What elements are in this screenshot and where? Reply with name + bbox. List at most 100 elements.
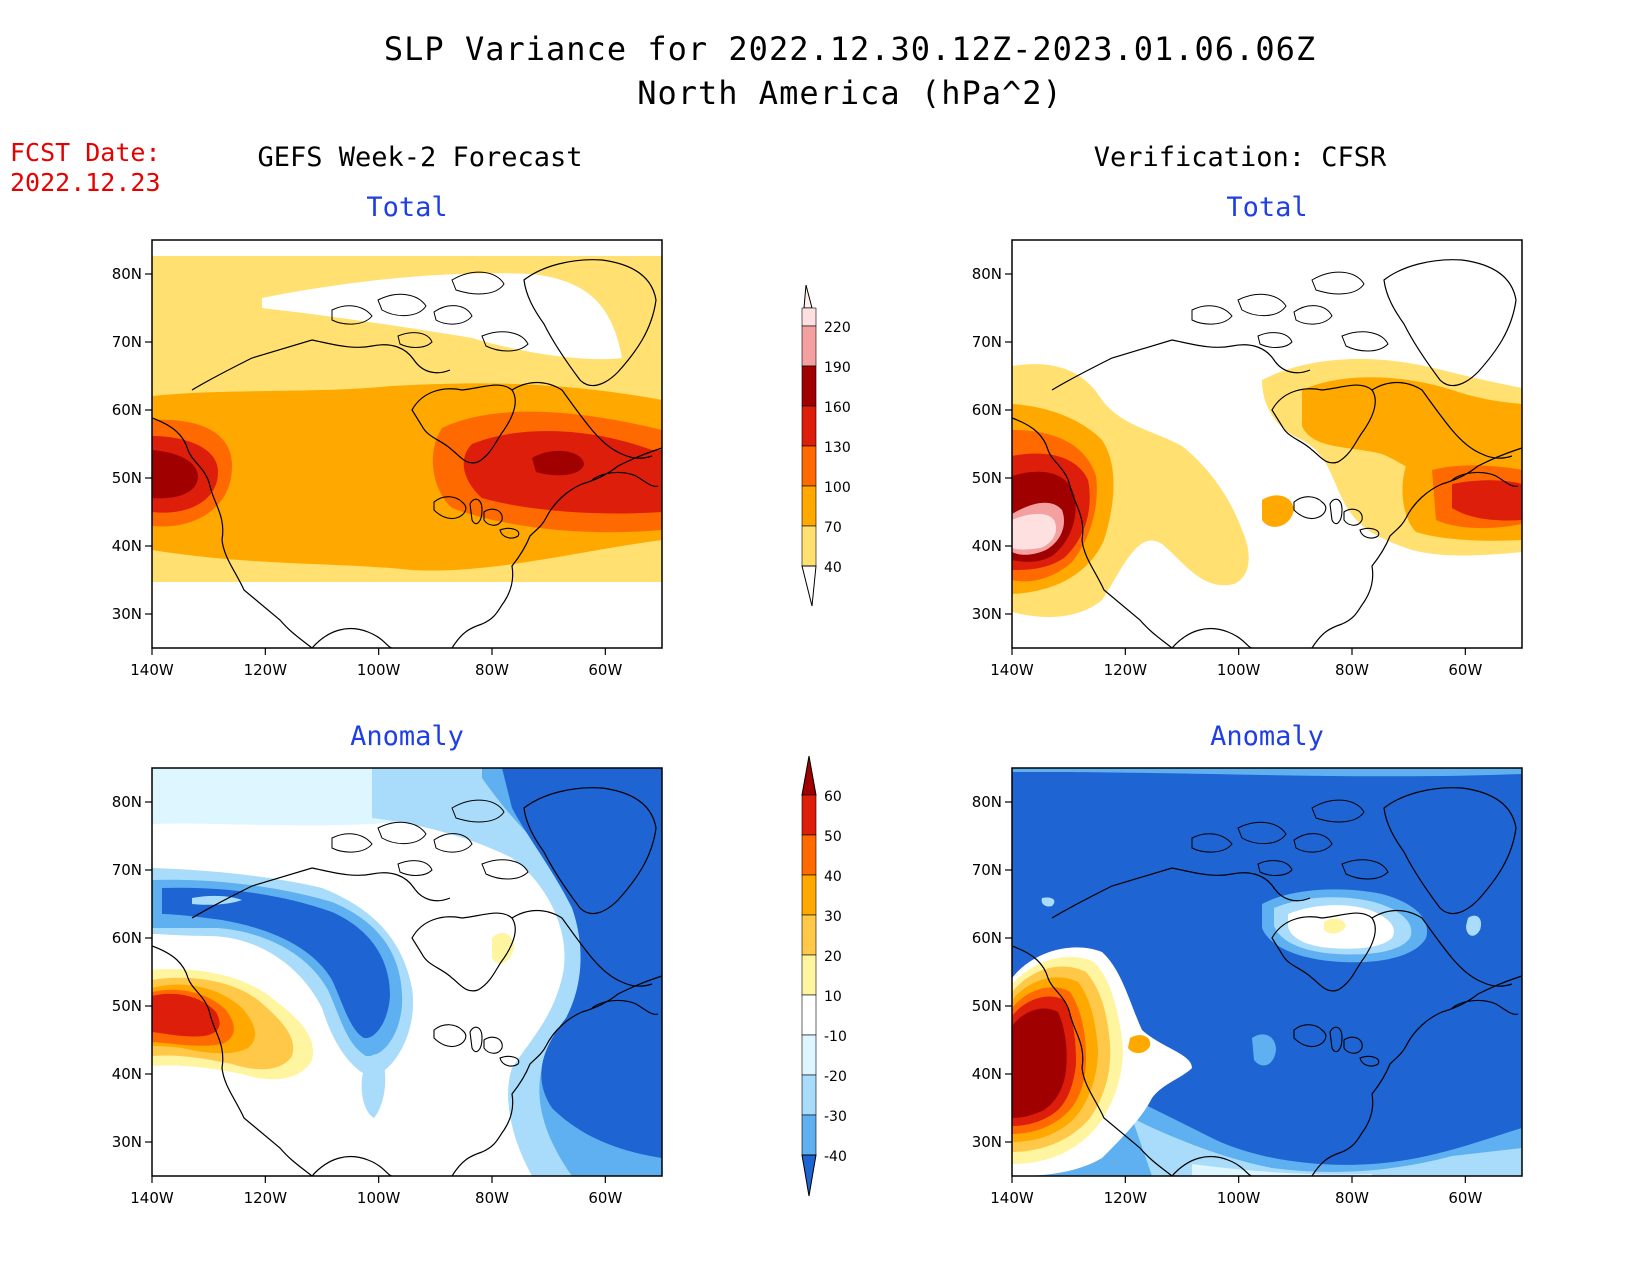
map-panel-fcst-anomaly [151, 767, 663, 1177]
colorbar-anomaly-label-40: 40 [824, 869, 842, 885]
colorbar-anomaly-label-60: 60 [824, 789, 842, 805]
colorbar-anomaly-segment-above-50 [801, 794, 817, 836]
colorbar-total-segment-70 [801, 485, 817, 527]
colorbar-total-label-100: 100 [824, 480, 851, 496]
lon-tick-label: 140W [130, 1189, 174, 1207]
colorbar-anomaly: 60 50 40 30 20 10 -10 -20 -30 -40 [801, 755, 847, 1197]
lat-tick-label: 70N [972, 861, 1002, 879]
lon-tick-label: 80W [1335, 1189, 1369, 1207]
lat-tick-label: 30N [112, 605, 142, 623]
map-panel-fcst-total [151, 239, 663, 649]
lon-tick-label: 140W [990, 661, 1034, 679]
lon-tick-label: 120W [1104, 1189, 1148, 1207]
colorbar-total: 220 190 160 130 100 70 40 [801, 284, 851, 607]
colorbar-anomaly-segment-minus10-20 [801, 1034, 817, 1076]
panel-title-verif-anomaly: Anomaly [1210, 721, 1324, 752]
colorbar-total-top-arrow [803, 284, 813, 309]
map-panel-verif-total [1011, 239, 1523, 649]
colorbar-anomaly-bottom-arrow [801, 1154, 817, 1197]
panel-title-fcst-anomaly: Anomaly [350, 721, 464, 752]
lon-tick-label: 100W [357, 661, 401, 679]
fcst-date-block: FCST Date: 2022.12.23 [10, 138, 161, 198]
lon-tick-label: 120W [1104, 661, 1148, 679]
axes-layer: 140W 120W 100W 80W 60W 80N 70N 60N 50N 40N 30N 140W… [112, 265, 1483, 1207]
colorbar-anomaly-segment-neutral [801, 994, 817, 1036]
colorbar-anomaly-segment-40-50 [801, 834, 817, 876]
lat-tick-label: 60N [112, 929, 142, 947]
colorbar-total-label-190: 190 [824, 360, 851, 376]
lon-tick-label: 80W [1335, 661, 1369, 679]
lon-tick-label: 60W [588, 661, 622, 679]
lat-tick-label: 80N [112, 265, 142, 283]
lat-tick-label: 30N [112, 1133, 142, 1151]
lon-tick-label: 100W [357, 1189, 401, 1207]
fcst-label: FCST Date: [10, 138, 161, 167]
main-subtitle: North America (hPa^2) [637, 74, 1063, 112]
colorbar-anomaly-label-minus20: -20 [824, 1069, 847, 1085]
colorbar-total-label-130: 130 [824, 440, 851, 456]
colorbar-total-label-160: 160 [824, 400, 851, 416]
colorbar-anomaly-label-10: 10 [824, 989, 842, 1005]
lon-tick-label: 120W [244, 1189, 288, 1207]
lat-tick-label: 60N [112, 401, 142, 419]
lon-tick-label: 60W [588, 1189, 622, 1207]
lat-tick-label: 50N [972, 469, 1002, 487]
lat-tick-label: 40N [112, 1065, 142, 1083]
left-column-title: GEFS Week-2 Forecast [257, 142, 583, 173]
lat-tick-label: 80N [972, 265, 1002, 283]
lat-tick-label: 40N [112, 537, 142, 555]
lon-tick-label: 60W [1448, 661, 1482, 679]
colorbar-total-segment-40 [801, 525, 817, 567]
colorbar-total-bottom-arrow [801, 565, 817, 607]
colorbar-total-segment-220 [801, 307, 817, 327]
lat-tick-label: 60N [972, 929, 1002, 947]
right-column-title: Verification: CFSR [1093, 142, 1387, 173]
lon-tick-label: 140W [990, 1189, 1034, 1207]
colorbar-anomaly-segment-10-20 [801, 954, 817, 996]
colorbar-anomaly-top-arrow [801, 755, 817, 796]
colorbar-anomaly-label-50: 50 [824, 829, 842, 845]
colorbar-total-segment-160 [801, 365, 817, 407]
lon-tick-label: 80W [475, 661, 509, 679]
lat-tick-label: 80N [112, 793, 142, 811]
lon-tick-label: 80W [475, 1189, 509, 1207]
colorbar-anomaly-label-minus40: -40 [824, 1149, 847, 1165]
colorbar-total-segment-130 [801, 405, 817, 447]
lat-tick-label: 70N [972, 333, 1002, 351]
colorbar-total-label-40: 40 [824, 560, 842, 576]
lon-tick-label: 140W [130, 661, 174, 679]
colorbar-anomaly-label-minus10: -10 [824, 1029, 847, 1045]
lat-tick-label: 60N [972, 401, 1002, 419]
fcst-date: 2022.12.23 [10, 168, 161, 197]
colorbar-total-segment-100 [801, 445, 817, 487]
panel-title-fcst-total: Total [366, 192, 448, 223]
colorbar-total-label-220: 220 [824, 320, 851, 336]
lat-tick-label: 80N [972, 793, 1002, 811]
lon-tick-label: 100W [1217, 661, 1261, 679]
lat-tick-label: 40N [972, 537, 1002, 555]
lat-tick-label: 50N [972, 997, 1002, 1015]
lat-tick-label: 70N [112, 861, 142, 879]
lat-tick-label: 30N [972, 605, 1002, 623]
lon-tick-label: 60W [1448, 1189, 1482, 1207]
lat-tick-label: 40N [972, 1065, 1002, 1083]
map-panel-verif-anomaly [1011, 767, 1523, 1177]
colorbar-anomaly-label-20: 20 [824, 949, 842, 965]
lat-tick-label: 30N [972, 1133, 1002, 1151]
lat-tick-label: 50N [112, 997, 142, 1015]
lat-tick-label: 50N [112, 469, 142, 487]
lon-tick-label: 100W [1217, 1189, 1261, 1207]
colorbar-anomaly-segment-minus30-40 [801, 1114, 817, 1156]
colorbar-total-label-70: 70 [824, 520, 842, 536]
panel-title-verif-total: Total [1226, 192, 1308, 223]
colorbar-total-segment-190 [801, 325, 817, 367]
colorbar-anomaly-segment-minus20-30 [801, 1074, 817, 1116]
lat-tick-label: 70N [112, 333, 142, 351]
main-title: SLP Variance for 2022.12.30.12Z-2023.01.… [383, 30, 1317, 68]
colorbar-anomaly-segment-30-40 [801, 874, 817, 916]
colorbar-anomaly-segment-20-30 [801, 914, 817, 956]
colorbar-anomaly-label-minus30: -30 [824, 1109, 847, 1125]
colorbar-anomaly-label-30: 30 [824, 909, 842, 925]
lon-tick-label: 120W [244, 661, 288, 679]
